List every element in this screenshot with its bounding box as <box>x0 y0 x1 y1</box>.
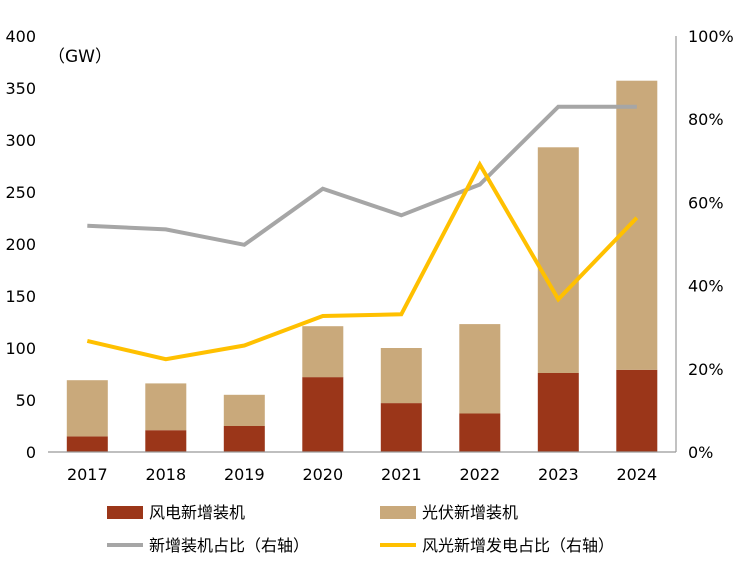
bar-wind-2024 <box>616 369 658 452</box>
line-generation-share <box>86 160 639 362</box>
bar-wind-2018 <box>145 430 187 452</box>
left-tick-label: 350 <box>5 79 36 98</box>
bar-solar-2018 <box>145 383 187 431</box>
left-tick-label: 200 <box>5 235 36 254</box>
bar-wind-2020 <box>302 377 344 452</box>
legend-wind-item: 风电新增装机 <box>107 503 245 522</box>
legend-generation-share-item: 风光新增发电占比（右轴） <box>380 536 614 555</box>
bar-wind-2022 <box>459 413 501 452</box>
x-tick-label: 2024 <box>616 465 657 484</box>
left-tick-label: 100 <box>5 339 36 358</box>
bar-solar-2022 <box>459 324 501 414</box>
left-tick-label: 150 <box>5 287 36 306</box>
legend-swatch <box>380 506 416 519</box>
legend-swatch <box>107 506 143 519</box>
line-installed-share <box>87 104 637 247</box>
right-tick-label: 40% <box>688 277 724 296</box>
legend-label: 风电新增装机 <box>149 503 245 522</box>
unit-label: （GW） <box>48 47 112 67</box>
bar-solar-2020 <box>302 326 344 378</box>
right-tick-label: 60% <box>688 193 724 212</box>
bar-solar-2024 <box>616 80 658 370</box>
x-tick-label: 2018 <box>145 465 186 484</box>
ticks-layer: 0 50 100 150 200 250 300 350 400 0% 20% 40% 60% 80% 10… <box>5 27 733 484</box>
bar-solar-2023 <box>537 147 579 373</box>
x-tick-label: 2021 <box>381 465 422 484</box>
left-tick-label: 50 <box>16 391 36 410</box>
bar-solar-2021 <box>380 348 422 404</box>
bar-wind-2021 <box>380 403 422 452</box>
legend-solar-item: 光伏新增装机 <box>380 503 518 522</box>
right-tick-label: 100% <box>688 27 734 46</box>
right-tick-label: 0% <box>688 443 713 462</box>
bar-wind-2019 <box>223 426 265 452</box>
bar-wind-2017 <box>66 436 108 452</box>
legend-installed-share-item: 新增装机占比（右轴） <box>107 536 309 555</box>
left-tick-label: 250 <box>5 183 36 202</box>
legend-label: 风光新增发电占比（右轴） <box>422 536 614 555</box>
x-tick-label: 2020 <box>302 465 343 484</box>
x-tick-label: 2019 <box>224 465 265 484</box>
lines-layer <box>86 104 639 362</box>
left-tick-label: 300 <box>5 131 36 150</box>
left-tick-label: 0 <box>26 443 36 462</box>
left-tick-label: 400 <box>5 27 36 46</box>
right-tick-label: 20% <box>688 360 724 379</box>
x-tick-label: 2022 <box>459 465 500 484</box>
right-tick-label: 80% <box>688 110 724 129</box>
bars-layer <box>66 80 658 452</box>
legend-label: 新增装机占比（右轴） <box>149 536 309 555</box>
x-tick-label: 2023 <box>538 465 579 484</box>
bar-solar-2017 <box>66 380 108 437</box>
bar-wind-2023 <box>537 373 579 452</box>
axes-layer <box>48 36 677 453</box>
bar-solar-2019 <box>223 394 265 426</box>
x-tick-label: 2017 <box>67 465 108 484</box>
legend-label: 光伏新增装机 <box>422 503 518 522</box>
